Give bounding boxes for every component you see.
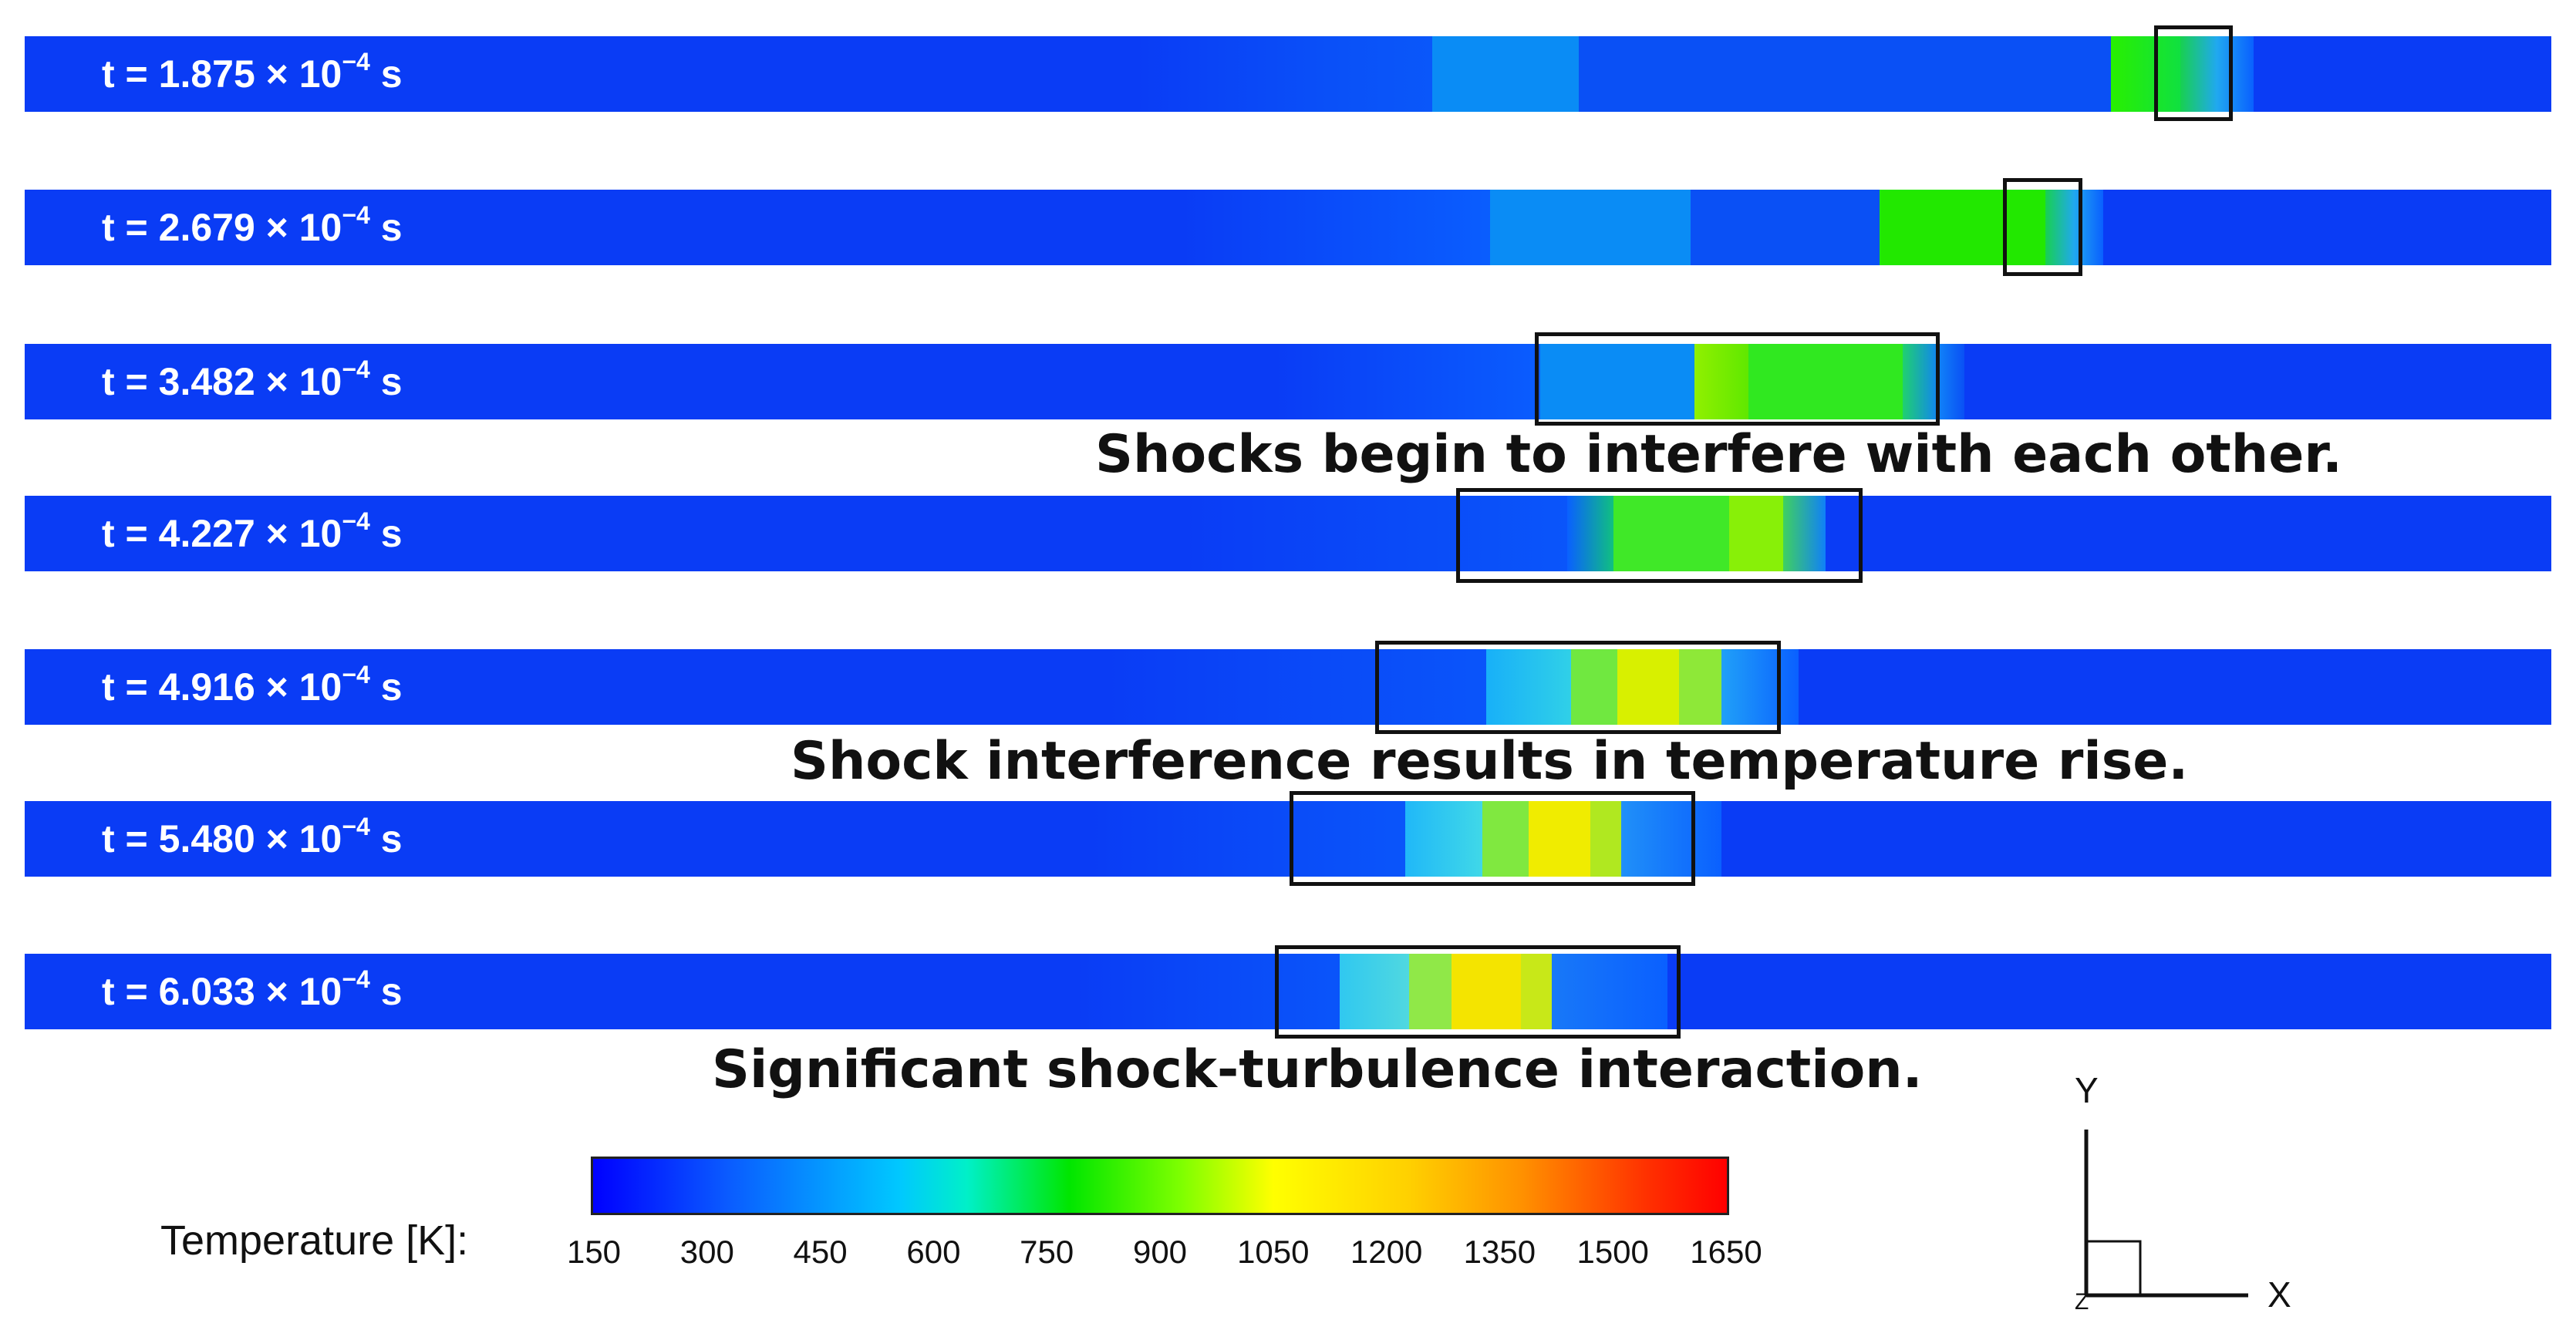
axes-triad: Y X Z — [2075, 1072, 2291, 1315]
temperature-field — [1880, 190, 2045, 265]
temperature-field — [2045, 190, 2103, 265]
z-axis-label: Z — [2075, 1289, 2089, 1315]
temperature-field — [1903, 344, 1964, 419]
temperature-field — [1452, 954, 1521, 1029]
temperature-field — [1486, 649, 1571, 725]
highlight-box — [2154, 25, 2233, 121]
time-label: t = 6.033 × 10−4 s — [102, 965, 403, 1013]
time-label: t = 4.227 × 10−4 s — [102, 507, 403, 555]
highlight-box — [1275, 945, 1681, 1039]
temperature-field — [1721, 649, 1799, 725]
temperature-field — [1521, 954, 1552, 1029]
temperature-field — [1182, 496, 1567, 571]
colorbar-tick-label: 1050 — [1237, 1234, 1310, 1270]
time-label: t = 5.480 × 10−4 s — [102, 813, 403, 860]
colorbar-tick-label: 1350 — [1463, 1234, 1536, 1270]
channel-frame-2: t = 2.679 × 10−4 s — [25, 190, 2551, 265]
time-label: t = 4.916 × 10−4 s — [102, 661, 403, 709]
colorbar-tick-label: 450 — [793, 1234, 848, 1270]
temperature-field — [1340, 954, 1409, 1029]
colorbar-tick-label: 600 — [906, 1234, 961, 1270]
colorbar-tick-label: 1500 — [1576, 1234, 1649, 1270]
temperature-field — [1567, 496, 1613, 571]
temperature-field — [1104, 649, 1490, 725]
channel-frame-4: t = 4.227 × 10−4 s — [25, 496, 2551, 571]
temperature-field — [1482, 801, 1529, 877]
temperature-field — [1089, 801, 1405, 877]
temperature-field — [1621, 801, 1721, 877]
colorbar-tick-label: 750 — [1020, 1234, 1074, 1270]
temperature-field — [1613, 496, 1729, 571]
temperature-field — [1590, 801, 1621, 877]
temperature-field — [1617, 649, 1679, 725]
time-label: t = 1.875 × 10−4 s — [102, 48, 403, 96]
temperature-field — [1571, 649, 1617, 725]
x-axis-label: X — [2267, 1274, 2291, 1315]
colorbar-tick-label: 150 — [566, 1234, 622, 1270]
channel-frame-3: t = 3.482 × 10−4 s — [25, 344, 2551, 419]
time-label: t = 3.482 × 10−4 s — [102, 355, 403, 403]
temperature-field — [1691, 190, 1907, 265]
colorbar-tick-label: 1200 — [1350, 1234, 1423, 1270]
temperature-colorbar — [591, 1157, 1729, 1215]
annotation-interfere: Shocks begin to interfere with each othe… — [1095, 424, 2342, 485]
temperature-field — [2111, 36, 2180, 112]
temperature-field — [1274, 344, 1567, 419]
y-axis-label: Y — [2075, 1072, 2099, 1110]
temperature-field — [1729, 496, 1783, 571]
temperature-field — [1074, 954, 1344, 1029]
channel-frame-5: t = 4.916 × 10−4 s — [25, 649, 2551, 725]
colorbar-tick-label: 1650 — [1690, 1234, 1762, 1270]
temperature-field — [1783, 496, 1826, 571]
highlight-box — [1290, 791, 1695, 886]
channel-frame-6: t = 5.480 × 10−4 s — [25, 801, 2551, 877]
highlight-box — [1456, 488, 1863, 583]
temperature-field — [1432, 36, 1579, 112]
temperature-field — [1182, 190, 1513, 265]
channel-frame-7: t = 6.033 × 10−4 s — [25, 954, 2551, 1029]
time-label: t = 2.679 × 10−4 s — [102, 201, 403, 249]
annotation-turbulence: Significant shock-turbulence interaction… — [712, 1039, 1923, 1100]
temperature-field — [1579, 36, 2111, 112]
temperature-field — [1679, 649, 1721, 725]
temperature-field — [1540, 344, 1694, 419]
colorbar-tick-label: 300 — [679, 1234, 734, 1270]
temperature-field — [1748, 344, 1903, 419]
temperature-field — [1490, 190, 1691, 265]
channel-frame-1: t = 1.875 × 10−4 s — [25, 36, 2551, 112]
highlight-box — [1375, 641, 1781, 734]
temperature-field — [1529, 801, 1590, 877]
temperature-field — [1552, 954, 1667, 1029]
temperature-field — [1694, 344, 1748, 419]
temperature-field — [1405, 801, 1482, 877]
temperature-field — [2180, 36, 2254, 112]
annotation-temperature-rise: Shock interference results in temperatur… — [791, 731, 2189, 792]
colorbar-label: Temperature [K]: — [160, 1217, 469, 1264]
z-axis-marker — [2085, 1240, 2142, 1297]
temperature-field — [1409, 954, 1452, 1029]
colorbar-tick-label: 900 — [1132, 1234, 1188, 1270]
highlight-box — [2003, 178, 2082, 276]
highlight-box — [1535, 332, 1940, 426]
